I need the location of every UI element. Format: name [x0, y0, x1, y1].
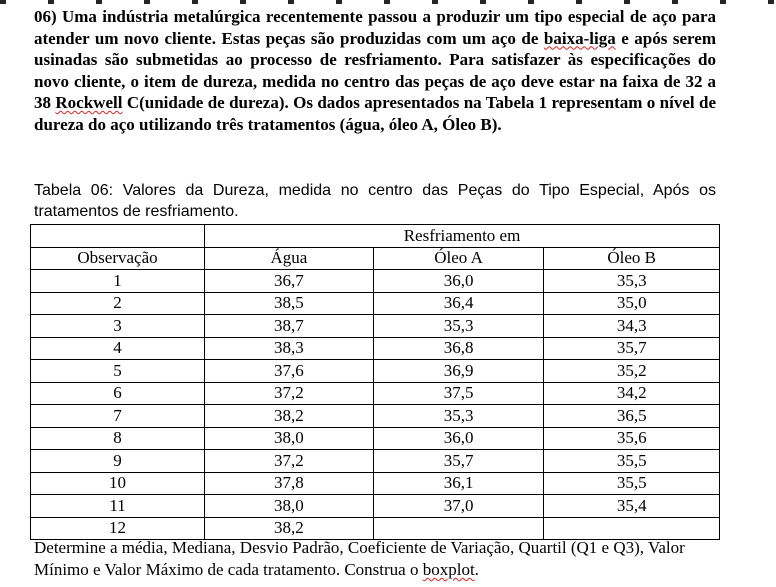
hardness-value-cell: 35,3: [372, 314, 545, 338]
table-row: 12 38,2: [29, 516, 720, 540]
column-header-agua: Água: [204, 246, 374, 270]
hardness-value-cell: 35,3: [372, 404, 545, 428]
hardness-value-cell: 36,5: [543, 404, 720, 428]
observation-cell: 2: [29, 291, 206, 315]
table-caption: Tabela 06: Valores da Dureza, medida no …: [34, 182, 716, 220]
question-segment: e após serem usinadas são submetidas ao …: [34, 28, 716, 113]
hardness-value-cell: 37,5: [372, 381, 545, 405]
hardness-value-cell: 38,5: [204, 291, 374, 315]
observation-cell: 7: [29, 404, 206, 428]
hardness-value-cell: 35,7: [372, 449, 545, 473]
hardness-value-cell: 34,3: [543, 314, 720, 338]
hardness-value-cell: 38,0: [204, 494, 374, 518]
hardness-value-cell: 36,0: [372, 269, 545, 293]
table-corner-cell: [29, 224, 206, 247]
hardness-value-cell: 36,0: [372, 426, 545, 450]
table-row: 9 37,2 35,7 35,5: [29, 449, 720, 473]
hardness-value-cell: 36,1: [372, 471, 545, 495]
observation-cell: 12: [29, 516, 206, 540]
hardness-value-cell: 35,4: [543, 494, 720, 518]
hardness-value-cell: 38,2: [204, 404, 374, 428]
column-header-oleo-b: Óleo B: [543, 246, 720, 270]
hardness-table: Resfriamento em Observação Água Óleo A Ó…: [29, 224, 720, 540]
instructions-main: Determine a média, Mediana, Desvio Padrã…: [34, 538, 685, 579]
hardness-value-cell: 35,7: [543, 336, 720, 360]
hardness-value-cell: 36,4: [372, 291, 545, 315]
table-row: 6 37,2 37,5 34,2: [29, 381, 720, 405]
hardness-value-cell: 37,6: [204, 359, 374, 383]
hardness-value-cell: 37,2: [204, 449, 374, 473]
boxplot-word: boxplot: [422, 560, 475, 579]
hardness-value-cell: 35,6: [543, 426, 720, 450]
table-row: 2 38,5 36,4 35,0: [29, 291, 720, 315]
table-row: 8 38,0 36,0 35,6: [29, 426, 720, 450]
group-header: Resfriamento em: [204, 224, 720, 248]
spellcheck-word: Rockwell: [55, 93, 123, 112]
observation-cell: 8: [29, 426, 206, 450]
observation-cell: 10: [29, 471, 206, 495]
hardness-value-cell: 38,3: [204, 336, 374, 360]
observation-cell: 3: [29, 314, 206, 338]
table-row: 3 38,7 35,3 34,3: [29, 314, 720, 338]
observation-cell: 4: [29, 336, 206, 360]
question-text: 06) Uma indústria metalúrgica recentemen…: [34, 6, 716, 135]
spellcheck-word: baixa-liga: [543, 28, 616, 48]
observation-cell: 11: [29, 494, 206, 518]
hardness-value-cell: 35,3: [543, 269, 720, 293]
hardness-value-cell: 37,0: [372, 494, 545, 518]
hardness-value-cell: 35,2: [543, 359, 720, 383]
hardness-value-cell: 35,5: [543, 471, 720, 495]
table-row: 4 38,3 36,8 35,7: [29, 336, 720, 360]
hardness-value-cell: 35,0: [543, 291, 720, 315]
hardness-value-cell: 36,8: [372, 336, 545, 360]
hardness-value-cell: 37,8: [204, 471, 374, 495]
hardness-value-cell: 38,2: [204, 516, 374, 540]
question-segment: C(unidade de dureza). Os dados apresenta…: [34, 93, 717, 134]
hardness-value-cell: 35,5: [543, 449, 720, 473]
hardness-value-cell: 37,2: [204, 381, 374, 405]
table-row: 7 38,2 35,3 36,5: [29, 404, 720, 428]
table-header-row: Observação Água Óleo A Óleo B: [29, 246, 720, 270]
column-header-oleo-a: Óleo A: [372, 246, 545, 270]
hardness-value-cell: 36,9: [372, 359, 545, 383]
observation-cell: 6: [29, 381, 206, 405]
table-group-header-row: Resfriamento em: [29, 224, 720, 248]
question-segment: 06) Uma indústria metalúrgica recentemen…: [34, 7, 716, 48]
hardness-value-cell: 34,2: [543, 381, 720, 405]
instructions-end: .: [474, 560, 479, 579]
table-row: 5 37,6 36,9 35,2: [29, 359, 720, 383]
table-row: 1 36,7 36,0 35,3: [29, 269, 720, 293]
table-row: 10 37,8 36,1 35,5: [29, 471, 720, 495]
hardness-value-cell: 38,7: [204, 314, 374, 338]
cropped-text-edge: [0, 0, 776, 4]
hardness-value-cell: 36,7: [204, 269, 374, 293]
hardness-value-cell: 38,0: [204, 426, 374, 450]
observation-cell: 1: [29, 269, 206, 293]
column-header-observacao: Observação: [29, 246, 206, 270]
observation-cell: 9: [29, 449, 206, 473]
table-row: 11 38,0 37,0 35,4: [29, 494, 720, 518]
observation-cell: 5: [29, 359, 206, 383]
instructions-text: Determine a média, Mediana, Desvio Padrã…: [34, 537, 716, 581]
hardness-value-cell: [543, 516, 720, 540]
